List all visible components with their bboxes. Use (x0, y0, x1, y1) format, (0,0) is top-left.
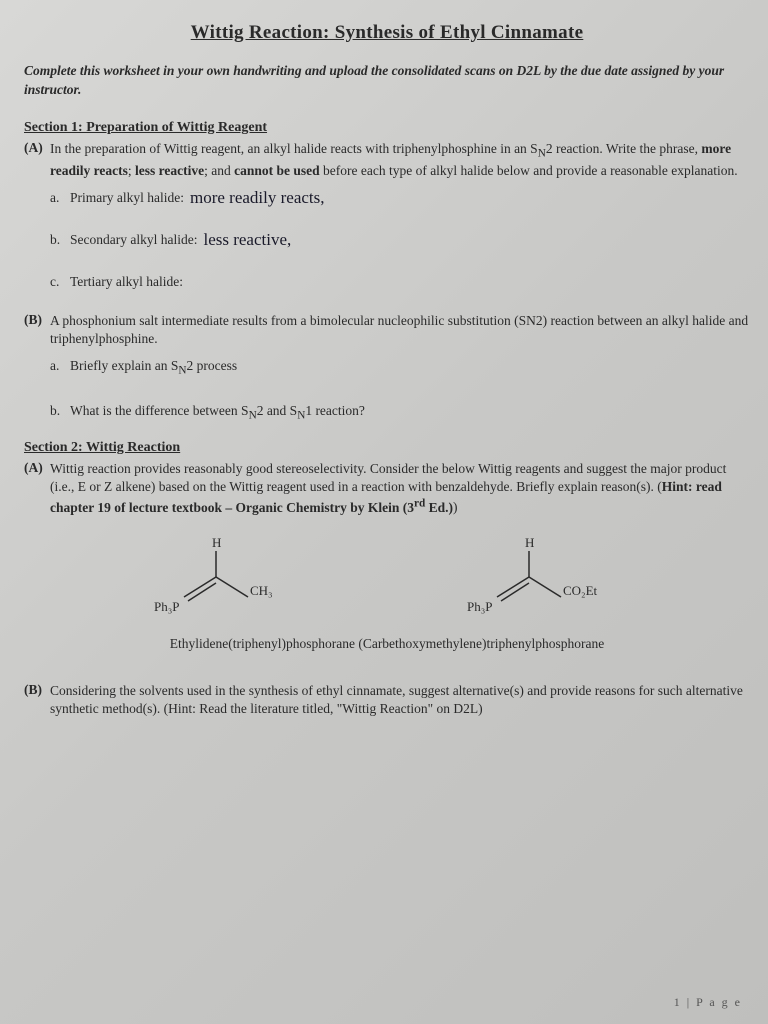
q2B-text: Considering the solvents used in the syn… (50, 682, 750, 718)
q1B-b-mid: 2 and S (257, 403, 298, 418)
structure-names: Ethylidene(triphenyl)phosphorane (Carbet… (24, 636, 750, 652)
q2A-label: (A) (24, 460, 50, 517)
q1A-b-lbl: b. (50, 232, 70, 252)
q1A-end: before each type of alkyl halide below a… (320, 163, 738, 178)
q1A-c-text: Tertiary alkyl halide: (70, 274, 183, 290)
q1A-mid: 2 reaction. Write the phrase, (546, 141, 702, 156)
s1-H: H (212, 535, 221, 550)
q1A-pre: In the preparation of Wittig reagent, an… (50, 141, 538, 156)
structures-row: H CH₃ Ph₃P H CO₂Et Ph₃P (64, 535, 710, 630)
s2-Ph3P: Ph₃P (467, 599, 493, 614)
s1-CH3: CH₃ (250, 583, 273, 598)
q1B-a-text: Briefly explain an SN2 process (70, 358, 237, 377)
q1A-a-hand: more readily reacts, (190, 188, 325, 208)
q1A-label: (A) (24, 140, 50, 180)
structure-2: H CO₂Et Ph₃P (459, 535, 629, 630)
structure-2-svg: H CO₂Et Ph₃P (459, 535, 629, 630)
section2-heading: Section 2: Wittig Reaction (24, 440, 750, 456)
q1A-a-text: Primary alkyl halide: (70, 190, 184, 210)
section1-heading: Section 1: Preparation of Wittig Reagent (24, 120, 750, 136)
q1A-s2: ; and (204, 163, 234, 178)
s2-H: H (525, 535, 534, 550)
q1B-b-text: What is the difference between SN2 and S… (70, 403, 365, 422)
s1-Ph3P: Ph₃P (154, 599, 180, 614)
q2A-text: Wittig reaction provides reasonably good… (50, 460, 750, 517)
q2B-label: (B) (24, 682, 50, 718)
q1B-a-pre: Briefly explain an S (70, 358, 178, 373)
q1B-a-after: 2 process (186, 358, 237, 373)
page-number: 1 | P a g e (674, 995, 742, 1010)
s2-CO2Et: CO₂Et (563, 583, 598, 598)
q1B-b-pre: What is the difference between S (70, 403, 249, 418)
q2A-pre: Wittig reaction provides reasonably good… (50, 461, 726, 494)
q1A-b3: cannot be used (234, 163, 320, 178)
q1A-c: c. Tertiary alkyl halide: (50, 274, 750, 290)
q1B-b-end: 1 reaction? (305, 403, 365, 418)
q1A-b2: less reactive (135, 163, 204, 178)
q1B-label: (B) (24, 312, 50, 348)
q1A-text: In the preparation of Wittig reagent, an… (50, 140, 750, 180)
structure-1-svg: H CH₃ Ph₃P (146, 535, 296, 630)
q1A-a: a. Primary alkyl halide: more readily re… (50, 190, 750, 210)
q1A-b-text: Secondary alkyl halide: (70, 232, 197, 252)
q2A: (A) Wittig reaction provides reasonably … (24, 460, 750, 517)
q1B-a: a. Briefly explain an SN2 process (50, 358, 750, 377)
q1A-s1: ; (128, 163, 135, 178)
q1B: (B) A phosphonium salt intermediate resu… (24, 312, 750, 348)
q1B-b: b. What is the difference between SN2 an… (50, 403, 750, 422)
structure-1: H CH₃ Ph₃P (146, 535, 296, 630)
q2B: (B) Considering the solvents used in the… (24, 682, 750, 718)
q1A-c-lbl: c. (50, 274, 70, 290)
q1A-b-hand: less reactive, (203, 230, 291, 250)
q2A-hint-end: Ed.) (425, 500, 453, 515)
page-title: Wittig Reaction: Synthesis of Ethyl Cinn… (24, 22, 750, 44)
q1B-b-s1: N (249, 410, 257, 422)
q1A-sub: N (538, 147, 546, 159)
q2A-close: ) (453, 500, 458, 515)
instruction-text: Complete this worksheet in your own hand… (24, 62, 750, 100)
q1B-text: A phosphonium salt intermediate results … (50, 312, 750, 348)
q2A-sup: rd (414, 497, 425, 509)
q1B-a-lbl: a. (50, 358, 70, 377)
q1A-a-lbl: a. (50, 190, 70, 210)
q1A-b: b. Secondary alkyl halide: less reactive… (50, 232, 750, 252)
q1A: (A) In the preparation of Wittig reagent… (24, 140, 750, 180)
q1B-b-lbl: b. (50, 403, 70, 422)
